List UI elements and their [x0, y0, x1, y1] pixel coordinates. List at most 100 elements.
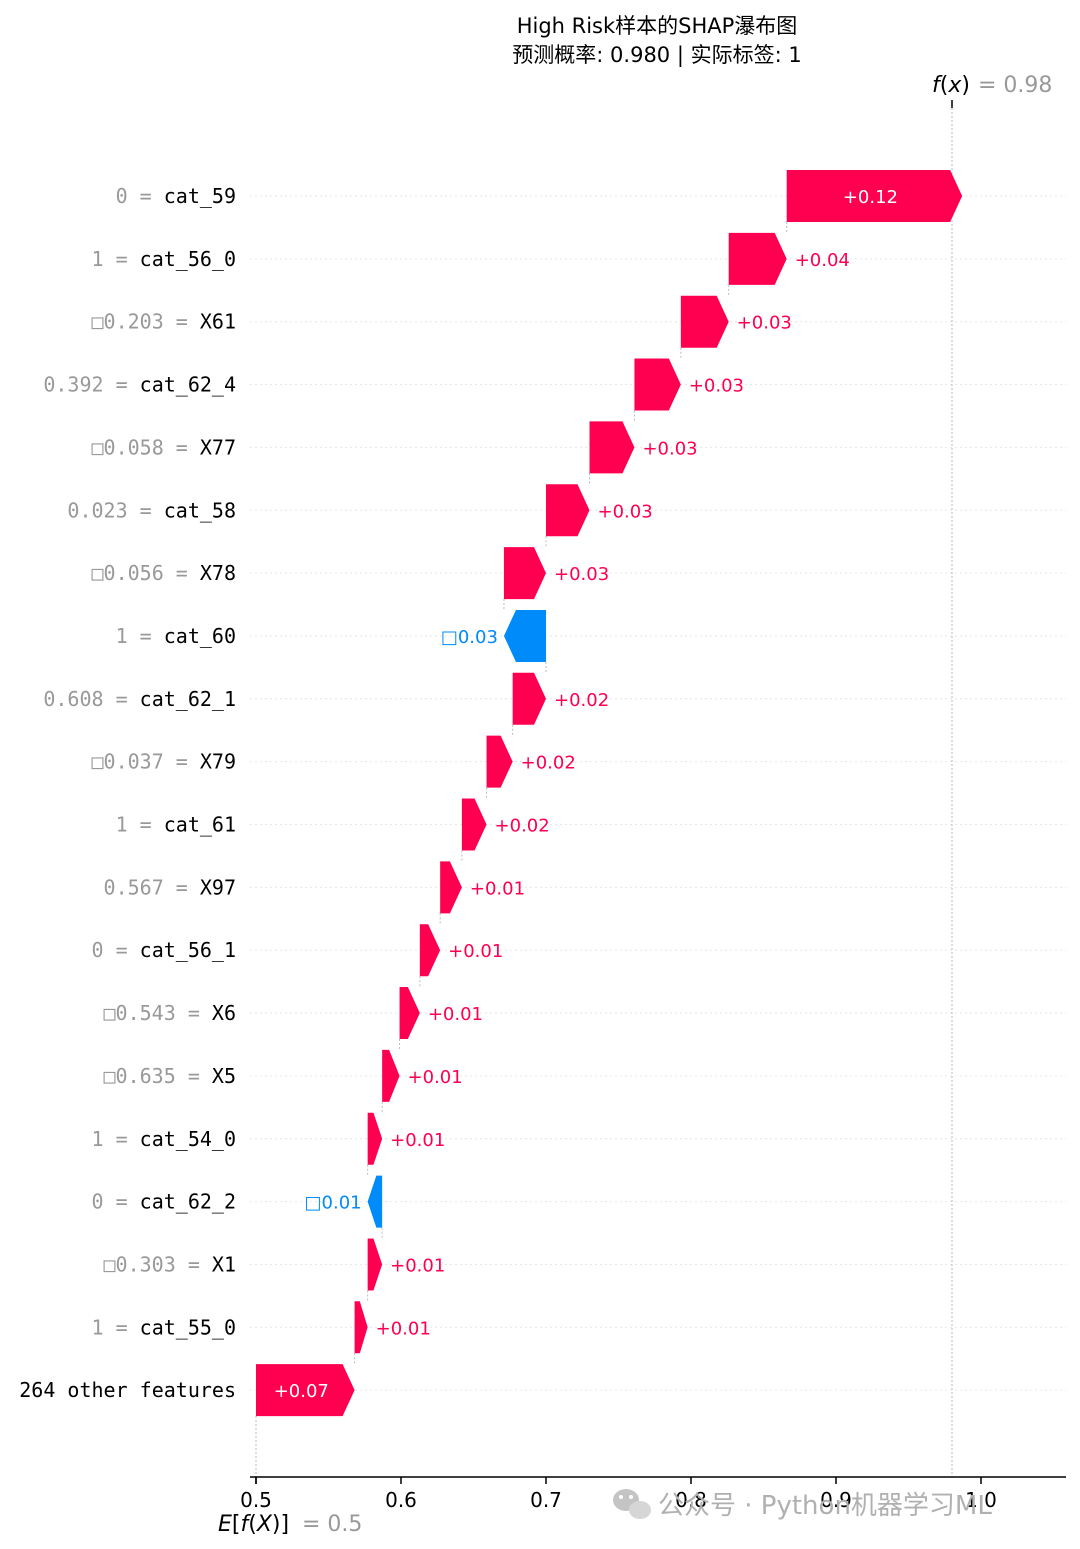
feature-value: □0.303	[104, 1252, 188, 1276]
bar-value-label: +0.01	[448, 941, 503, 962]
feature-value: 0.567	[104, 875, 176, 899]
x-tick-label: 0.7	[530, 1488, 562, 1512]
feature-name: X78	[200, 561, 236, 585]
bar	[503, 609, 546, 662]
feature-equals: =	[176, 561, 200, 585]
feature-label: 0.567 = X97	[104, 875, 236, 899]
efx-part: [	[232, 1512, 241, 1537]
feature-name: cat_56_0	[140, 247, 236, 271]
feature-equals: =	[116, 938, 140, 962]
feature-equals: =	[116, 687, 140, 711]
fx-italic-x: x	[947, 73, 962, 98]
feature-label: 1 = cat_54_0	[91, 1127, 236, 1151]
bar-value-label: +0.12	[843, 187, 898, 208]
output-value-label: = 0.98	[978, 73, 1052, 98]
bar	[367, 1175, 383, 1228]
feature-name: X6	[212, 1001, 236, 1025]
bar-value-label: +0.01	[390, 1255, 445, 1276]
efx-part: X	[256, 1512, 273, 1537]
bar-value-label: +0.03	[737, 313, 792, 334]
bar	[367, 1238, 383, 1291]
feature-equals: =	[188, 1064, 212, 1088]
bar-connectors	[255, 100, 953, 1477]
feature-name: X1	[212, 1252, 236, 1276]
bar	[680, 295, 729, 348]
feature-name: cat_61	[164, 813, 236, 837]
feature-label: 1 = cat_56_0	[91, 247, 236, 271]
bar-value-label: □0.03	[441, 627, 498, 648]
feature-equals: =	[116, 247, 140, 271]
feature-equals: =	[140, 813, 164, 837]
bar-value-label: +0.04	[795, 250, 850, 271]
feature-label: □0.203 = X61	[91, 310, 236, 334]
bar-value-label: +0.03	[642, 438, 697, 459]
base-value-symbol: E[f(X)]	[218, 1512, 289, 1537]
bar-value-label: +0.03	[554, 564, 609, 585]
feature-name: X61	[200, 310, 236, 334]
feature-equals: =	[176, 875, 200, 899]
feature-label: 1 = cat_55_0	[91, 1315, 236, 1339]
feature-label: 264 other features	[19, 1378, 236, 1402]
output-value-annotation: f(x) = 0.98	[932, 73, 1052, 98]
feature-equals: =	[188, 1001, 212, 1025]
feature-name: cat_54_0	[140, 1127, 236, 1151]
wechat-icon	[613, 1489, 651, 1519]
feature-label: □0.635 = X5	[104, 1064, 236, 1088]
feature-name: cat_60	[164, 624, 236, 648]
bar	[546, 484, 590, 537]
feature-equals: =	[176, 750, 200, 774]
feature-value: □0.543	[104, 1001, 188, 1025]
feature-value: 0	[91, 938, 115, 962]
bar	[589, 421, 635, 474]
feature-value: 1	[116, 624, 140, 648]
feature-label: 0.392 = cat_62_4	[43, 373, 236, 397]
bar	[503, 547, 546, 600]
efx-part: (	[248, 1512, 257, 1537]
feature-label: □0.037 = X79	[91, 750, 236, 774]
feature-label: 0 = cat_62_2	[91, 1190, 236, 1214]
feature-name: cat_62_1	[140, 687, 236, 711]
bar	[419, 924, 441, 977]
feature-equals: =	[188, 1252, 212, 1276]
feature-name: X77	[200, 435, 236, 459]
feature-name: cat_62_4	[140, 373, 236, 397]
output-value-symbol: f(x)	[932, 73, 970, 98]
x-tick-label: 0.6	[385, 1488, 417, 1512]
watermark-text: 公众号 · Python机器学习ML	[658, 1491, 992, 1521]
feature-equals: =	[116, 1315, 140, 1339]
feature-name: cat_56_1	[140, 938, 236, 962]
bar	[461, 798, 487, 851]
bar	[367, 1112, 383, 1165]
feature-value: 0.608	[43, 687, 115, 711]
feature-name: X5	[212, 1064, 236, 1088]
x-axis: 0.5 0.6 0.7 0.8 0.9 1.0	[240, 1476, 1066, 1512]
chart-title-line-2: 预测概率: 0.980 | 实际标签: 1	[512, 43, 801, 68]
feature-name: 264 other features	[19, 1378, 236, 1402]
bar-value-label: +0.07	[274, 1381, 329, 1402]
base-value-label: = 0.5	[302, 1512, 362, 1537]
bar	[512, 672, 546, 725]
feature-equals: =	[140, 498, 164, 522]
bar-value-label: +0.01	[376, 1318, 431, 1339]
efx-part: E	[218, 1512, 232, 1537]
chart-title-line-1: High Risk样本的SHAP瀑布图	[517, 14, 798, 38]
feature-equals: =	[116, 1127, 140, 1151]
watermark: 公众号 · Python机器学习ML	[613, 1489, 992, 1521]
x-tick-label: 0.5	[240, 1488, 272, 1512]
feature-name: X79	[200, 750, 236, 774]
feature-label: 0.023 = cat_58	[67, 498, 236, 522]
feature-label: 1 = cat_60	[116, 624, 236, 648]
fx-paren-close: )	[961, 73, 970, 98]
bar	[440, 861, 462, 914]
feature-name: cat_55_0	[140, 1315, 236, 1339]
feature-value: 0	[116, 184, 140, 208]
bar	[486, 735, 513, 788]
efx-part: f	[241, 1512, 252, 1537]
bar-value-label: +0.02	[495, 816, 550, 837]
feature-label: □0.303 = X1	[104, 1252, 236, 1276]
bar	[256, 1364, 355, 1417]
feature-label: 0.608 = cat_62_1	[43, 687, 236, 711]
x-tick-label: 0.8	[675, 1488, 707, 1512]
feature-equals: =	[176, 310, 200, 334]
